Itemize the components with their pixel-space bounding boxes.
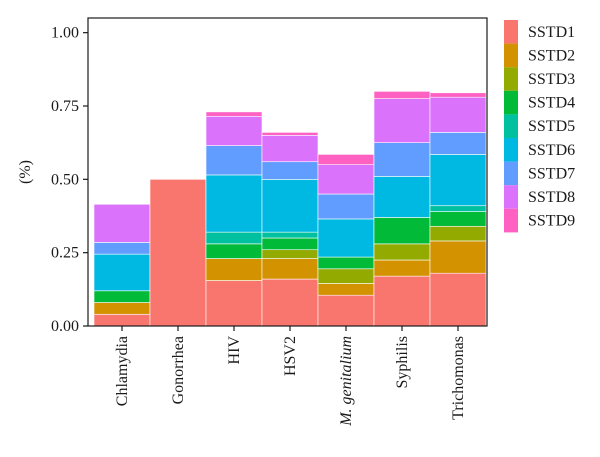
legend-label-sstd2: SSTD2: [528, 47, 575, 64]
legend-label-sstd5: SSTD5: [528, 118, 575, 135]
bar-segment-sstd1-trichomonas: [429, 272, 487, 327]
bar-segment-sstd9-syphilis: [373, 91, 431, 99]
bar-segment-sstd6-hsv2: [261, 179, 319, 233]
bar-segment-sstd5-hsv2: [261, 231, 319, 239]
bar-segment-sstd3-trichomonas: [429, 225, 487, 242]
bar-segment-sstd5-hiv: [205, 231, 263, 245]
legend-swatch-sstd8: [504, 185, 518, 209]
bar-segment-sstd1-syphilis: [373, 275, 431, 327]
bar-segment-sstd2-hiv: [205, 258, 263, 281]
y-tick-label: 0.25: [51, 245, 79, 262]
x-category-label: Syphilis: [394, 336, 411, 388]
legend-label-sstd4: SSTD4: [528, 95, 575, 112]
x-category-label: HIV: [226, 336, 243, 365]
bar-segment-sstd8-chlamydia: [93, 203, 151, 243]
y-tick-label: 0.00: [51, 318, 79, 335]
bar-segment-sstd1-m-genitalium: [317, 294, 375, 327]
bar-segment-sstd2-hsv2: [261, 258, 319, 280]
bar-segment-sstd7-hiv: [205, 145, 263, 176]
legend-swatch-sstd3: [504, 67, 518, 91]
bar-segment-sstd1-gonorrhea: [149, 179, 207, 327]
x-category-label: Trichomonas: [450, 336, 467, 420]
legend-label-sstd8: SSTD8: [528, 189, 575, 206]
legend-swatch-sstd1: [504, 20, 518, 44]
bar-segment-sstd8-trichomonas: [429, 96, 487, 133]
bar-segment-sstd2-m-genitalium: [317, 283, 375, 296]
y-axis-title: (%): [17, 160, 34, 184]
bar-segment-sstd7-hsv2: [261, 161, 319, 180]
legend-swatch-sstd4: [504, 90, 518, 115]
bar-segment-sstd6-chlamydia: [93, 253, 151, 292]
plot-border: [87, 17, 488, 327]
legend-swatch-sstd7: [504, 161, 518, 186]
bar-segment-sstd4-hsv2: [261, 237, 319, 251]
bar-segment-sstd6-m-genitalium: [317, 218, 375, 258]
bar-segment-sstd8-hsv2: [261, 135, 319, 163]
bar-segment-sstd4-chlamydia: [93, 290, 151, 303]
legend-label-sstd9: SSTD9: [528, 213, 575, 230]
bar-segment-sstd7-chlamydia: [93, 242, 151, 255]
y-tick-label: 1.00: [51, 25, 79, 42]
bar-segment-sstd9-m-genitalium: [317, 154, 375, 165]
bar-segment-sstd1-hsv2: [261, 278, 319, 327]
legend-swatch-sstd5: [504, 114, 518, 138]
x-category-label: HSV2: [282, 336, 299, 376]
bar-segment-sstd3-hsv2: [261, 249, 319, 259]
bar-segment-sstd8-syphilis: [373, 98, 431, 143]
bar-segment-sstd4-m-genitalium: [317, 256, 375, 270]
legend-label-sstd3: SSTD3: [528, 71, 575, 88]
legend-swatch-sstd9: [504, 208, 518, 233]
bar-segment-sstd6-trichomonas: [429, 154, 487, 207]
bar-segment-sstd1-hiv: [205, 280, 263, 327]
bar-segment-sstd7-m-genitalium: [317, 193, 375, 220]
bars-layer: [93, 91, 487, 327]
bar-segment-sstd5-trichomonas: [429, 205, 487, 212]
bar-segment-sstd4-syphilis: [373, 217, 431, 245]
bar-segment-sstd9-hiv: [205, 111, 263, 117]
bar-segment-sstd9-hsv2: [261, 132, 319, 136]
bar-segment-sstd4-hiv: [205, 243, 263, 259]
bar-segment-sstd2-trichomonas: [429, 240, 487, 274]
y-tick-label: 0.50: [51, 171, 79, 188]
bar-segment-sstd2-syphilis: [373, 259, 431, 277]
bar-segment-sstd4-trichomonas: [429, 211, 487, 227]
bar-segment-sstd7-syphilis: [373, 142, 431, 177]
y-tick-label: 0.75: [51, 98, 79, 115]
legend: SSTD1 SSTD2 SSTD3 SSTD4 SSTD5 SSTD6 SSTD7 SSTD8…: [504, 20, 575, 233]
bar-segment-sstd7-trichomonas: [429, 132, 487, 155]
bar-segment-sstd3-m-genitalium: [317, 268, 375, 284]
bar-segment-sstd6-syphilis: [373, 176, 431, 218]
bar-segment-sstd8-hiv: [205, 115, 263, 146]
x-category-label: Gonorrhea: [170, 336, 187, 404]
bar-segment-sstd9-trichomonas: [429, 92, 487, 98]
y-axis: 0.00 0.25 0.50 0.75 1.00: [51, 25, 88, 335]
legend-label-sstd7: SSTD7: [528, 165, 575, 182]
legend-swatch-sstd6: [504, 138, 518, 162]
legend-label-sstd1: SSTD1: [528, 24, 575, 41]
bar-segment-sstd3-syphilis: [373, 243, 431, 261]
bar-segment-sstd8-m-genitalium: [317, 164, 375, 195]
bar-segment-sstd6-hiv: [205, 174, 263, 233]
legend-swatch-sstd2: [504, 43, 518, 68]
bar-segment-sstd2-chlamydia: [93, 302, 151, 315]
x-category-label: M. genitalium: [338, 336, 355, 427]
x-axis: Chlamydia Gonorrhea HIV HSV2 M. genitalium Sy…: [114, 326, 467, 427]
x-category-label: Chlamydia: [114, 336, 131, 406]
legend-label-sstd6: SSTD6: [528, 142, 575, 159]
bar-segment-sstd1-chlamydia: [93, 313, 151, 327]
